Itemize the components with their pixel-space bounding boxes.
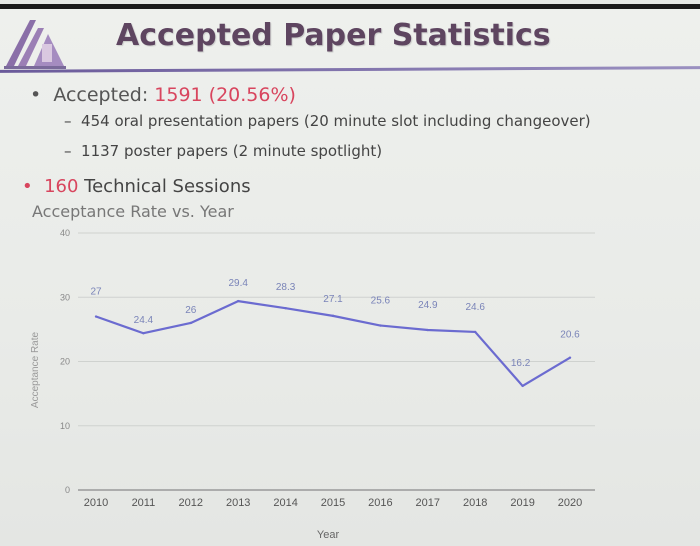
data-label: 29.4 bbox=[228, 278, 248, 289]
bullet-marker: • bbox=[30, 84, 42, 106]
bullet-sessions: • 160 Technical Sessions bbox=[22, 176, 251, 197]
data-label: 28.3 bbox=[276, 282, 296, 293]
x-tick-label: 2015 bbox=[321, 497, 345, 509]
x-tick-label: 2012 bbox=[179, 497, 203, 509]
x-tick-label: 2013 bbox=[226, 497, 250, 509]
data-label: 24.6 bbox=[465, 302, 485, 313]
x-tick-label: 2016 bbox=[368, 497, 392, 509]
bullet-label: Accepted: bbox=[53, 84, 149, 106]
slide: Accepted Paper Statistics • Accepted: 15… bbox=[0, 4, 700, 546]
x-tick-label: 2014 bbox=[273, 497, 297, 509]
data-point bbox=[474, 330, 477, 334]
screen-edge bbox=[0, 4, 700, 9]
data-point bbox=[521, 384, 524, 388]
x-tick-label: 2019 bbox=[510, 497, 534, 509]
data-point bbox=[426, 328, 429, 332]
y-tick-label: 30 bbox=[60, 292, 70, 302]
accepted-count: 1591 (20.56%) bbox=[154, 84, 296, 106]
x-tick-label: 2020 bbox=[558, 497, 582, 509]
dash-marker: – bbox=[64, 112, 72, 130]
data-label: 27.1 bbox=[323, 294, 343, 305]
y-tick-label: 20 bbox=[60, 357, 70, 367]
x-axis-label: Year bbox=[317, 529, 340, 541]
data-label: 26 bbox=[185, 305, 197, 316]
data-label: 16.2 bbox=[511, 358, 531, 369]
data-point bbox=[142, 332, 145, 335]
sub-bullet-text: 454 oral presentation papers (20 minute … bbox=[81, 112, 591, 130]
bullet-marker: • bbox=[22, 176, 33, 197]
session-count: 160 bbox=[44, 176, 79, 197]
data-point bbox=[331, 314, 335, 318]
sub-bullet-text: 1137 poster papers (2 minute spotlight) bbox=[81, 142, 383, 160]
data-point bbox=[379, 324, 382, 327]
data-point bbox=[284, 306, 287, 310]
sub-bullet-poster: – 1137 poster papers (2 minute spotlight… bbox=[64, 142, 382, 160]
data-label: 24.9 bbox=[418, 300, 438, 311]
data-point bbox=[94, 315, 98, 318]
x-tick-label: 2011 bbox=[132, 497, 156, 509]
data-label: 24.4 bbox=[134, 315, 154, 326]
y-tick-label: 10 bbox=[60, 421, 70, 431]
data-point bbox=[568, 356, 572, 359]
y-axis-label: Acceptance Rate bbox=[30, 331, 41, 408]
series-line bbox=[95, 300, 571, 388]
data-label: 25.6 bbox=[371, 296, 391, 307]
bullet-label: Technical Sessions bbox=[84, 176, 251, 197]
x-tick-label: 2010 bbox=[84, 497, 108, 509]
data-label: 27 bbox=[90, 287, 102, 298]
x-tick-label: 2018 bbox=[463, 497, 487, 509]
slide-title: Accepted Paper Statistics bbox=[116, 18, 551, 53]
data-point bbox=[237, 299, 240, 303]
data-label: 20.6 bbox=[560, 330, 580, 341]
x-tick-label: 2017 bbox=[416, 497, 440, 509]
sub-bullet-oral: – 454 oral presentation papers (20 minut… bbox=[64, 112, 591, 130]
data-point bbox=[189, 321, 192, 325]
bullet-accepted: • Accepted: 1591 (20.56%) bbox=[30, 84, 296, 106]
y-tick-label: 40 bbox=[60, 228, 70, 238]
y-tick-label: 0 bbox=[65, 485, 70, 495]
conference-logo bbox=[4, 20, 66, 69]
chart-title: Acceptance Rate vs. Year bbox=[32, 202, 234, 221]
dash-marker: – bbox=[64, 142, 72, 160]
